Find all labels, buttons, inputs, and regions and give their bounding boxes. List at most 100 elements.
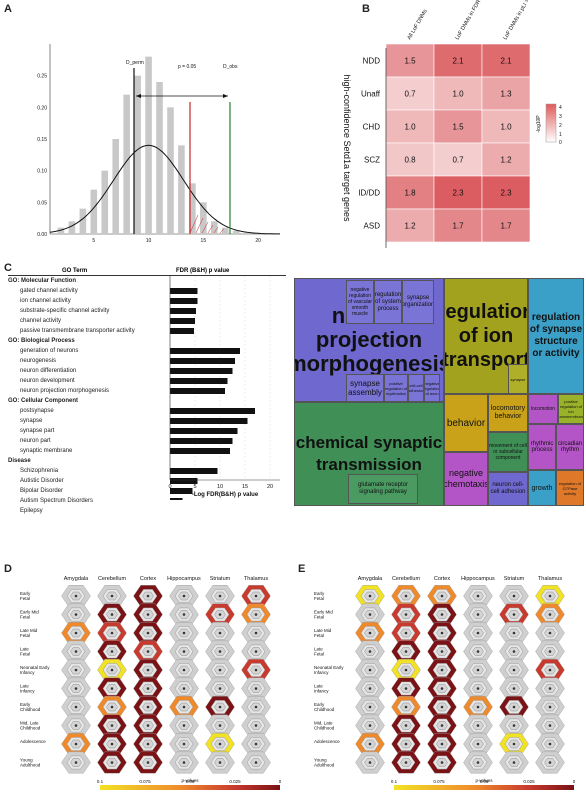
go-bar [170, 498, 183, 500]
hex-dot [512, 742, 516, 746]
panel-b-column-headers: All LoF DNMs LoF DNMs in FDR <0.01 LoF DNM… [407, 0, 536, 41]
pvalue-scale [100, 785, 280, 790]
tm-regsys: regulation of system process [374, 280, 402, 324]
cell-value: 1.2 [404, 222, 416, 231]
panel-e-brain-grid: Amygdala Cerebellum Cortex Hippocampus Stria… [314, 576, 576, 790]
hex-dot [110, 705, 114, 709]
go-term: passive transmembrane transporter activi… [20, 328, 135, 334]
hex-dot [146, 650, 150, 653]
hex-dot [476, 613, 480, 616]
hex-dot [254, 668, 258, 672]
hex-dot [110, 761, 114, 764]
heatmap-cell [433, 175, 483, 210]
heatmap-cell [433, 43, 483, 78]
tm-synorg: synapse organization [402, 280, 434, 324]
hex-dot [368, 613, 372, 616]
hex-dot [74, 724, 78, 727]
hex-dot [476, 631, 480, 635]
heatmap-cell [481, 175, 531, 210]
go-category: Disease [8, 458, 31, 464]
hex-dot [476, 742, 480, 746]
hex-dot [218, 668, 222, 672]
stage-label: Late Fetal [314, 647, 324, 657]
scale-tick: 0.05 [480, 779, 489, 784]
tm-negchem: negative chemotaxis [444, 452, 488, 506]
hex-dot [548, 724, 552, 727]
hex-dot [218, 613, 222, 616]
hex-dot [440, 761, 444, 764]
hex-dot [146, 687, 150, 690]
hex-dot [110, 650, 114, 653]
stage-label: Early Childhood [314, 702, 335, 712]
go-term: gated channel activity [20, 288, 78, 294]
hex-dot [110, 724, 114, 727]
panel-c-xtick: 10 [217, 484, 223, 490]
hex-dot [146, 761, 150, 764]
go-term: channel activity [20, 318, 62, 324]
tm-cellcell: cell-cell adhesion [408, 374, 424, 402]
hex-dot [440, 594, 444, 598]
histogram-bar [178, 145, 185, 234]
tm-glut: glutamate receptor signaling pathway [348, 474, 418, 504]
panel-a-axes: 0.25 0.20 0.15 0.10 0.05 0.00 5 10 15 20 [37, 44, 280, 244]
go-term: synapse [20, 418, 43, 424]
cell-value: 2.1 [452, 57, 464, 66]
go-bar [170, 408, 255, 414]
panel-a-xtick: 5 [92, 238, 95, 244]
hex-dot [146, 594, 150, 598]
hex-dot [368, 687, 372, 690]
region-label: Cerebellum [98, 576, 127, 582]
colorbar-title: -log10P [536, 115, 542, 133]
panel-a-density-curve [49, 144, 280, 235]
go-bar [170, 488, 193, 494]
stage-label: Late Mid Fetal [20, 628, 38, 638]
hex-dot [548, 668, 552, 672]
hex-dot [182, 594, 186, 598]
tm-synasm: synapse assembly [346, 374, 384, 402]
hex-dot [512, 724, 516, 727]
hex-dot [182, 724, 186, 727]
hex-dot [368, 668, 372, 672]
hex-dot [218, 650, 222, 653]
hex-dot [476, 650, 480, 653]
stage-label: Mid, Late Childhood [314, 721, 335, 731]
go-term: substrate-specific channel activity [20, 308, 110, 314]
region-label: Striatum [504, 576, 525, 582]
go-bar [170, 368, 233, 374]
hex-dot [476, 724, 480, 727]
heatmap-cell [433, 76, 483, 111]
heatmap-cell [385, 43, 435, 78]
hex-dot [254, 687, 258, 690]
cell-value: 1.3 [500, 90, 512, 99]
go-term: generation of neurons [20, 348, 79, 354]
stage-label: Early Fetal [20, 591, 31, 601]
panel-b-cells: 1.5 2.1 2.1 0.7 1.0 1.3 1.0 1.5 1.0 0.8 0.7 1.2 1.8 2… [385, 43, 531, 243]
scale-label: p-values [181, 778, 199, 783]
region-label: Amygdala [64, 576, 89, 582]
hex-dot [110, 613, 114, 616]
histogram-bar [156, 82, 163, 234]
stage-label: Neonatal Early Infancy [20, 665, 50, 675]
histogram-bar [79, 208, 87, 234]
stage-label: Early Fetal [314, 591, 325, 601]
go-term: synapse part [20, 428, 55, 434]
panel-b-row-labels: NDD Unaff CHD SCZ ID/DD ASD [358, 57, 381, 231]
hex-dot [182, 761, 186, 764]
hex-dot [404, 594, 408, 598]
go-bar [170, 428, 238, 434]
tm-rhythmic: rhythmic process [528, 424, 556, 470]
heatmap-cell [385, 208, 435, 243]
panel-letter-a: A [4, 3, 12, 15]
hex-dot [476, 687, 480, 690]
hex-dot [512, 650, 516, 653]
svg-text:1: 1 [559, 132, 562, 138]
histogram-bar [123, 94, 130, 235]
hex-dot [218, 742, 222, 746]
scale-tick: 0.075 [433, 779, 445, 784]
go-bar [170, 468, 218, 474]
hex-dot [512, 687, 516, 690]
hex-dot [404, 631, 408, 635]
histogram-bar [57, 227, 65, 234]
hex-dot [254, 631, 258, 635]
panel-a-histogram: 0.25 0.20 0.15 0.10 0.05 0.00 5 10 15 20 D_perm p… [37, 44, 280, 244]
